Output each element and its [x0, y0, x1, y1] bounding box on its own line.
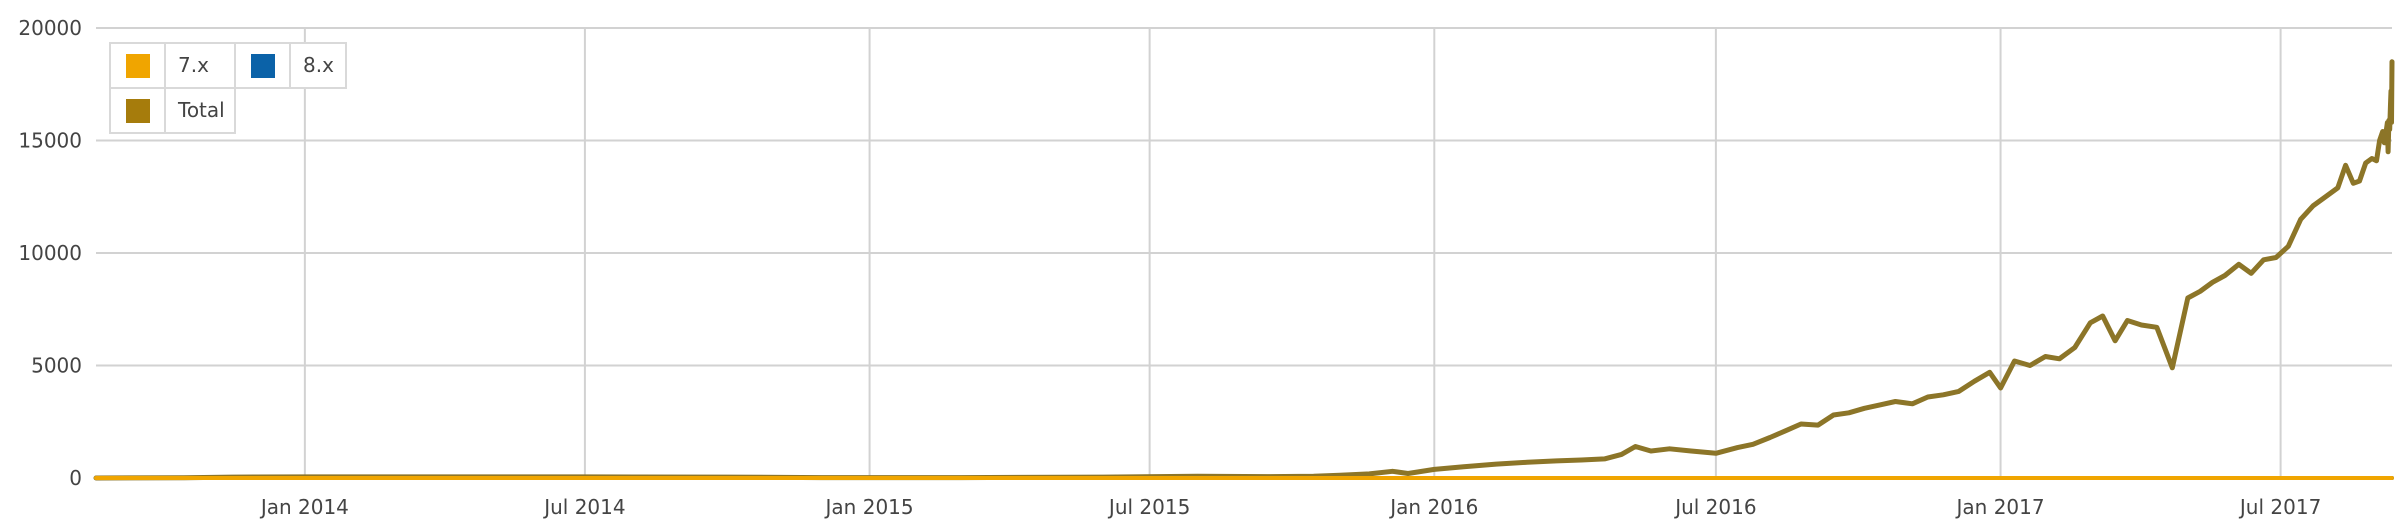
legend-label: 8.x: [303, 53, 334, 77]
legend-item-total[interactable]: Total: [109, 87, 236, 134]
x-tick-label: Jul 2014: [542, 495, 625, 519]
legend-item-7-x[interactable]: 7.x: [109, 42, 236, 89]
series-line-total: [93, 59, 2395, 481]
y-tick-label: 5000: [31, 354, 82, 378]
x-axis-ticks: Jan 2014 Jul 2014 Jan 2015 Jul 2015 Jan 2016…: [259, 495, 2321, 519]
legend-label: 7.x: [178, 53, 209, 77]
legend-swatch: [251, 54, 275, 78]
y-tick-label: 0: [69, 466, 82, 490]
x-tick-label: Jul 2015: [1107, 495, 1190, 519]
legend[interactable]: 7.x 8.x Total: [109, 42, 347, 134]
legend-label-cell: [289, 42, 347, 89]
x-tick-label: Jul 2017: [2238, 495, 2321, 519]
x-tick-label: Jan 2014: [259, 495, 349, 519]
legend-item-8-x[interactable]: 8.x: [234, 42, 347, 89]
x-tick-label: Jul 2016: [1673, 495, 1756, 519]
y-tick-label: 20000: [18, 16, 82, 40]
grid-lines: [96, 27, 2392, 479]
y-tick-label: 15000: [18, 129, 82, 153]
series-lines: [93, 59, 2395, 481]
x-tick-label: Jan 2017: [1955, 495, 2045, 519]
y-tick-label: 10000: [18, 241, 82, 265]
legend-label: Total: [177, 98, 225, 122]
legend-label-cell: [164, 87, 236, 134]
y-axis-ticks: 0 5000 10000 15000 20000: [18, 16, 82, 490]
legend-swatch: [126, 54, 150, 78]
legend-swatch: [126, 99, 150, 123]
x-tick-label: Jan 2016: [1388, 495, 1478, 519]
x-tick-label: Jan 2015: [824, 495, 914, 519]
